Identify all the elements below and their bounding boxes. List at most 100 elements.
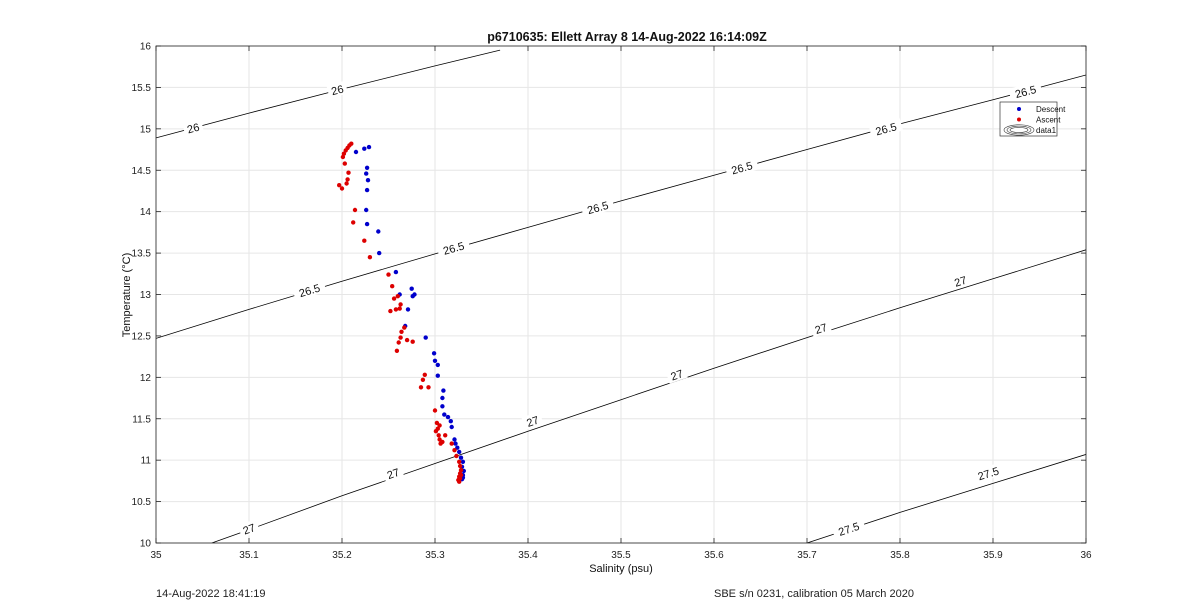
y-axis-label: Temperature (°C) [121, 253, 133, 337]
contour-label-26-5: 26.5 [730, 160, 754, 177]
ascent-point [422, 372, 427, 377]
y-tick-label: 14.5 [132, 166, 152, 177]
contour-label-bg [292, 279, 327, 301]
descent-point [452, 437, 457, 442]
descent-point [364, 171, 369, 176]
contour-label-26-5: 26.5 [298, 282, 322, 300]
descent-point [448, 419, 453, 424]
ascent-point [458, 472, 464, 478]
y-tick-label: 12.5 [132, 331, 152, 342]
ascent-point [398, 302, 403, 307]
x-tick-label: 35.5 [611, 550, 631, 561]
ascent-point [420, 377, 426, 382]
ascent-point [340, 154, 346, 160]
contour-label-26: 26 [330, 84, 345, 99]
y-tick-label: 15.5 [132, 83, 152, 94]
contour-label-bg [436, 236, 471, 259]
contour-label-bg [182, 118, 204, 137]
ascent-point [437, 423, 442, 428]
descent-point [435, 362, 440, 368]
descent-point [362, 146, 367, 151]
y-tick-label: 14 [140, 207, 152, 218]
descent-point [423, 335, 428, 340]
ascent-point [454, 453, 459, 459]
ascent-point [457, 463, 463, 469]
descent-point [364, 221, 370, 227]
descent-point [364, 165, 370, 170]
contour-label-bg [521, 411, 544, 430]
legend-label: Descent [1036, 105, 1066, 114]
ascent-point [351, 220, 356, 225]
descent-point [364, 207, 369, 213]
x-tick-label: 35.9 [983, 550, 1003, 561]
ascent-point [452, 448, 457, 453]
contour-label-bg [809, 318, 832, 338]
y-tick-label: 10.5 [132, 497, 152, 508]
descent-point [453, 441, 458, 446]
x-tick-label: 35.4 [518, 550, 538, 561]
y-tick-label: 11 [141, 456, 152, 467]
series-descent [353, 144, 466, 482]
ascent-point [337, 183, 342, 188]
legend-marker [1017, 107, 1021, 111]
contour-label-bg [868, 117, 904, 139]
contour-label-27: 27 [669, 368, 684, 383]
descent-point [460, 459, 466, 464]
contour-line-26 [156, 49, 501, 139]
ascent-point [457, 479, 462, 484]
legend-label: data1 [1036, 126, 1057, 135]
legend-label: Ascent [1036, 116, 1061, 125]
x-tick-label: 35 [150, 550, 162, 561]
axes: 35 35.1 35.2 35.3 35.4 35.5 35.6 35.7 35.8 35.9 36… [132, 42, 1092, 562]
x-tick-label: 35.1 [239, 550, 259, 561]
y-tick-label: 15 [140, 124, 152, 135]
descent-point [445, 414, 451, 420]
descent-point [431, 351, 437, 356]
descent-point [365, 178, 371, 183]
ascent-point [395, 294, 400, 299]
contour-label-bg [326, 80, 349, 99]
descent-point [393, 269, 399, 275]
contour-label-bg [724, 156, 759, 178]
x-tick-label: 36 [1080, 550, 1092, 561]
descent-point [377, 250, 382, 256]
ascent-point [457, 459, 462, 464]
contour-label-27: 27 [386, 467, 402, 482]
contour-label-bg [1008, 80, 1043, 102]
contour-label-bg [970, 461, 1006, 484]
ascent-point [396, 340, 401, 345]
descent-point [409, 286, 414, 291]
ascent-point [342, 161, 347, 166]
ascent-point [410, 339, 415, 344]
ascent-point [436, 433, 441, 438]
x-tick-label: 35.7 [797, 550, 817, 561]
contour-label-26-5: 26.5 [874, 121, 898, 138]
ascent-point [402, 325, 407, 330]
contour-label-27-5: 27.5 [837, 521, 861, 539]
contour-label-27: 27 [525, 415, 540, 430]
x-tick-label: 35.3 [425, 550, 445, 561]
legend-contour-icon [1009, 127, 1029, 133]
descent-point [455, 445, 460, 450]
descent-point [442, 412, 447, 417]
ascent-point [432, 408, 438, 413]
ascent-point [343, 148, 348, 153]
ascent-point [391, 296, 397, 301]
descent-point [405, 307, 411, 312]
contour-label-27: 27 [953, 275, 968, 290]
ascent-point [367, 255, 373, 260]
descent-point [366, 144, 372, 150]
ascent-point [433, 429, 439, 434]
contour-line-26-5 [156, 74, 1086, 339]
descent-point [432, 358, 438, 363]
descent-point [353, 149, 359, 155]
ascent-point [398, 335, 403, 340]
ascent-point [418, 385, 424, 390]
ascent-point [457, 476, 463, 481]
ascent-point [352, 207, 358, 213]
y-tick-label: 16 [140, 42, 152, 53]
y-tick-label: 10 [140, 539, 152, 550]
descent-point [458, 455, 464, 460]
